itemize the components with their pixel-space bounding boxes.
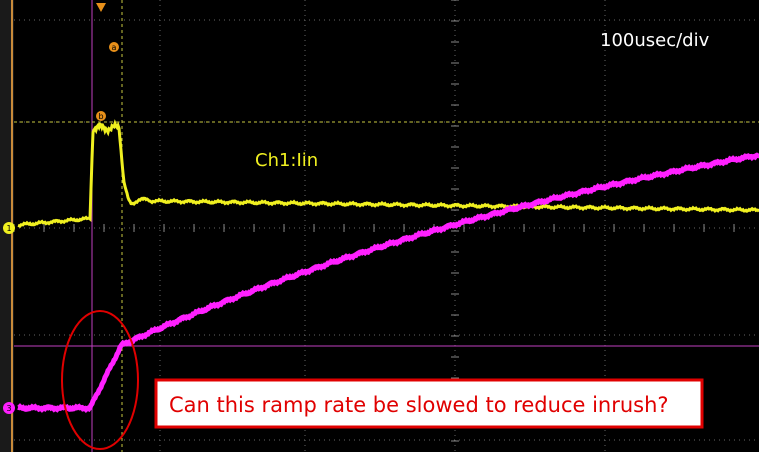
trigger-marker: [96, 3, 106, 12]
cursor-a-label: a: [112, 43, 117, 52]
question-text: Can this ramp rate be slowed to reduce i…: [169, 393, 669, 417]
trace-channel-3: [17, 152, 759, 414]
cursor-a-badge: [109, 42, 119, 52]
channel-1-label: 1: [6, 224, 11, 233]
timebase-label: 100usec/div: [600, 30, 710, 51]
cursor-b-badge: [96, 111, 106, 121]
question-box: [154, 378, 704, 429]
highlight-ellipse: [61, 310, 139, 450]
channel-label: Ch1:Iin: [255, 150, 318, 171]
cursor-b-label: b: [98, 112, 103, 121]
trace-channel-1: [17, 119, 759, 228]
channel-3-badge: [3, 402, 15, 414]
channel-1-badge: [3, 222, 15, 234]
channel-3-label: 3: [6, 404, 11, 413]
